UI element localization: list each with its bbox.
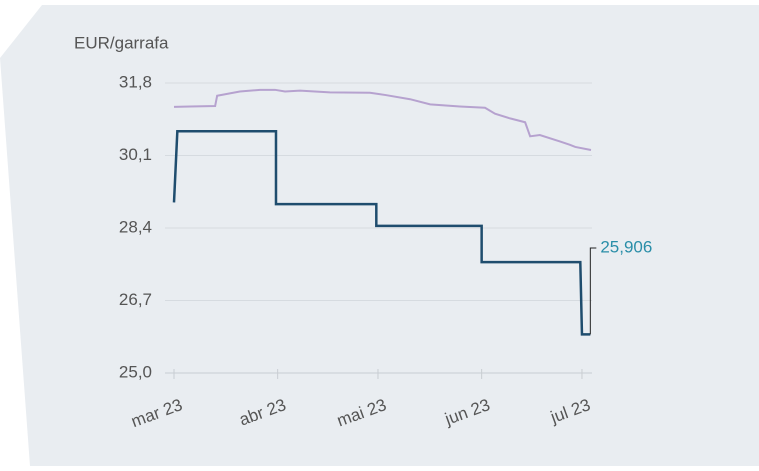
annotation-label: 25,906 xyxy=(600,237,652,256)
line-series xyxy=(172,129,591,336)
y-tick-label: 30,1 xyxy=(119,145,152,164)
y-tick-label: 26,7 xyxy=(119,290,152,309)
y-axis-title: EUR/garrafa xyxy=(74,33,169,52)
y-tick-label: 28,4 xyxy=(119,217,152,236)
annotation-leader xyxy=(589,247,597,335)
panel xyxy=(0,5,759,466)
line-series xyxy=(173,88,592,151)
y-tick-label: 31,8 xyxy=(119,72,152,91)
y-tick-label: 25,0 xyxy=(119,362,152,381)
